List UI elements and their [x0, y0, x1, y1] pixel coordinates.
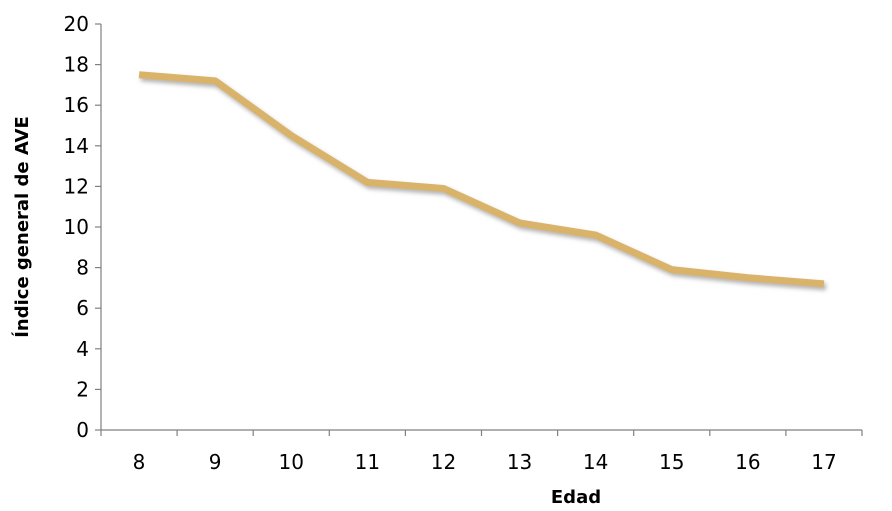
x-tick-label: 10 [279, 450, 304, 474]
y-tick-label: 6 [76, 296, 89, 320]
y-ticks: 0 2 4 6 8 10 12 14 16 18 20 [64, 12, 101, 442]
x-tick-label: 16 [735, 450, 760, 474]
y-tick-label: 16 [64, 93, 89, 117]
y-tick-label: 14 [64, 134, 89, 158]
x-tick-label: 13 [507, 450, 532, 474]
y-tick-label: 2 [76, 377, 89, 401]
y-tick-label: 0 [76, 418, 89, 442]
y-tick-label: 12 [64, 174, 89, 198]
series-line [138, 71, 825, 288]
y-tick-label: 8 [76, 256, 89, 280]
y-tick-label: 20 [64, 12, 89, 36]
x-tick-label: 9 [209, 450, 222, 474]
y-axis-title: Índice general de AVE [11, 116, 33, 338]
x-tick-label: 17 [811, 450, 836, 474]
x-tick-label: 14 [583, 450, 608, 474]
x-axis-title: Edad [551, 487, 601, 508]
y-tick-label: 18 [64, 53, 89, 77]
y-tick-label: 10 [64, 215, 89, 239]
x-tick-label: 11 [355, 450, 380, 474]
x-tick-label: 12 [431, 450, 456, 474]
series-layer [138, 71, 825, 288]
y-tick-label: 4 [76, 337, 89, 361]
x-ticks: 8 9 10 11 12 13 14 15 16 17 [100, 430, 863, 474]
x-tick-label: 8 [133, 450, 146, 474]
x-tick-label: 15 [659, 450, 684, 474]
